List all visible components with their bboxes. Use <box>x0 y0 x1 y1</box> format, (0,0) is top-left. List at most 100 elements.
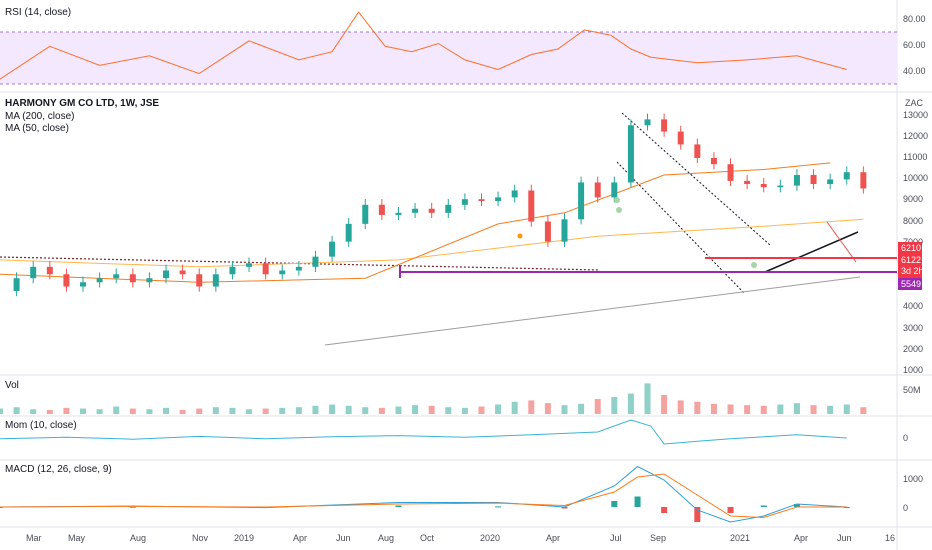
signal-dot <box>616 207 622 213</box>
candle-body <box>843 172 850 180</box>
price-tags: 6210 6122 3d 2h 5549 <box>898 242 924 290</box>
macd-hist-bar <box>611 501 618 507</box>
volume-bar <box>478 406 485 414</box>
time-tick: Aug <box>130 533 146 543</box>
time-tick: Jun <box>336 533 351 543</box>
candle-body <box>129 274 136 283</box>
candle-body <box>445 204 452 213</box>
volume-bar <box>412 405 419 414</box>
signal-dot <box>751 262 757 268</box>
candle-body <box>777 185 784 188</box>
volume-bar <box>229 407 236 414</box>
volume-bar <box>611 397 618 414</box>
candle-body <box>744 180 751 185</box>
volume-bar <box>727 404 734 414</box>
time-tick: May <box>68 533 86 543</box>
signal-dot <box>614 197 620 203</box>
candle-body <box>262 263 269 275</box>
rsi-tick-40: 40.00 <box>903 66 926 76</box>
time-tick: Nov <box>192 533 209 543</box>
time-tick: Apr <box>293 533 307 543</box>
momentum-line <box>0 419 847 445</box>
volume-bar <box>860 407 867 414</box>
macd-hist-bar <box>760 505 767 507</box>
legend-ma200: MA (200, close) <box>5 111 74 122</box>
price-tick: 11000 <box>903 152 927 162</box>
candle-body <box>478 199 485 202</box>
volume-bar <box>544 403 551 414</box>
volume-bar <box>445 407 452 414</box>
macd-line <box>0 465 847 523</box>
macd-histogram <box>0 496 850 522</box>
time-tick: 2020 <box>480 533 500 543</box>
candle-body <box>46 266 53 275</box>
price-tick: 8000 <box>903 216 923 226</box>
candle-body <box>627 125 634 183</box>
vol-tick-50m: 50M <box>903 385 921 395</box>
volume-bars <box>0 383 867 414</box>
rsi-tick-80: 80.00 <box>903 14 926 24</box>
price-pane: HARMONY GM CO LTD, 1W, JSE MA (200, clos… <box>0 98 928 375</box>
volume-bar <box>30 409 37 414</box>
candle-body <box>495 197 502 202</box>
candle-body <box>710 157 717 165</box>
volume-bar <box>843 404 850 414</box>
time-tick: Jun <box>837 533 852 543</box>
volume-bar <box>777 404 784 414</box>
candle-body <box>30 266 37 279</box>
macd-hist-bar <box>694 507 701 522</box>
volume-bar <box>246 409 253 414</box>
price-tick: 9000 <box>903 194 923 204</box>
volume-bar <box>428 405 435 414</box>
volume-bar <box>461 407 468 414</box>
rsi-line <box>0 11 847 80</box>
volume-bar <box>279 407 286 414</box>
candle-body <box>279 270 286 275</box>
volume-bar <box>179 409 186 414</box>
mom-title: Mom (10, close) <box>5 420 77 431</box>
volume-bar <box>295 407 302 414</box>
candle-body <box>362 204 369 224</box>
candle-body <box>694 144 701 158</box>
price-tick: 4000 <box>903 301 923 311</box>
macd-hist-bar <box>793 504 800 507</box>
macd-tick-0: 0 <box>903 503 908 513</box>
candle-body <box>793 175 800 186</box>
volume-bar <box>262 408 269 414</box>
red-trend-line <box>826 221 857 263</box>
volume-bar <box>594 399 601 414</box>
price-tick: 12000 <box>903 131 928 141</box>
rsi-tick-60: 60.00 <box>903 40 926 50</box>
volume-bar <box>395 406 402 414</box>
volume-bar <box>644 383 651 414</box>
candle-body <box>395 212 402 215</box>
candle-body <box>528 190 535 222</box>
signal-dot <box>517 233 523 239</box>
long-uptrend-line <box>324 276 861 346</box>
volume-pane: Vol 50M <box>0 380 921 414</box>
volume-bar <box>378 407 385 414</box>
tag-6122: 6122 <box>901 255 921 265</box>
candle-body <box>212 274 219 287</box>
candle-body <box>96 278 103 283</box>
volume-bar <box>528 400 535 414</box>
volume-bar <box>661 394 668 414</box>
volume-bar <box>627 393 634 414</box>
volume-bar <box>312 405 319 414</box>
candle-body <box>329 241 336 257</box>
vol-title: Vol <box>5 380 19 391</box>
candle-body <box>511 190 518 198</box>
signal-line <box>0 473 847 519</box>
tag-5549: 5549 <box>901 279 921 289</box>
candle-body <box>113 274 120 279</box>
rsi-band <box>0 32 897 84</box>
time-tick: 2019 <box>234 533 254 543</box>
macd-hist-bar <box>395 505 402 507</box>
macd-pane: MACD (12, 26, close, 9) 1000 0 <box>0 464 923 523</box>
macd-hist-bar <box>727 507 734 513</box>
macd-tick-1000: 1000 <box>903 474 923 484</box>
price-tick: 10000 <box>903 173 928 183</box>
candle-body <box>80 282 87 287</box>
